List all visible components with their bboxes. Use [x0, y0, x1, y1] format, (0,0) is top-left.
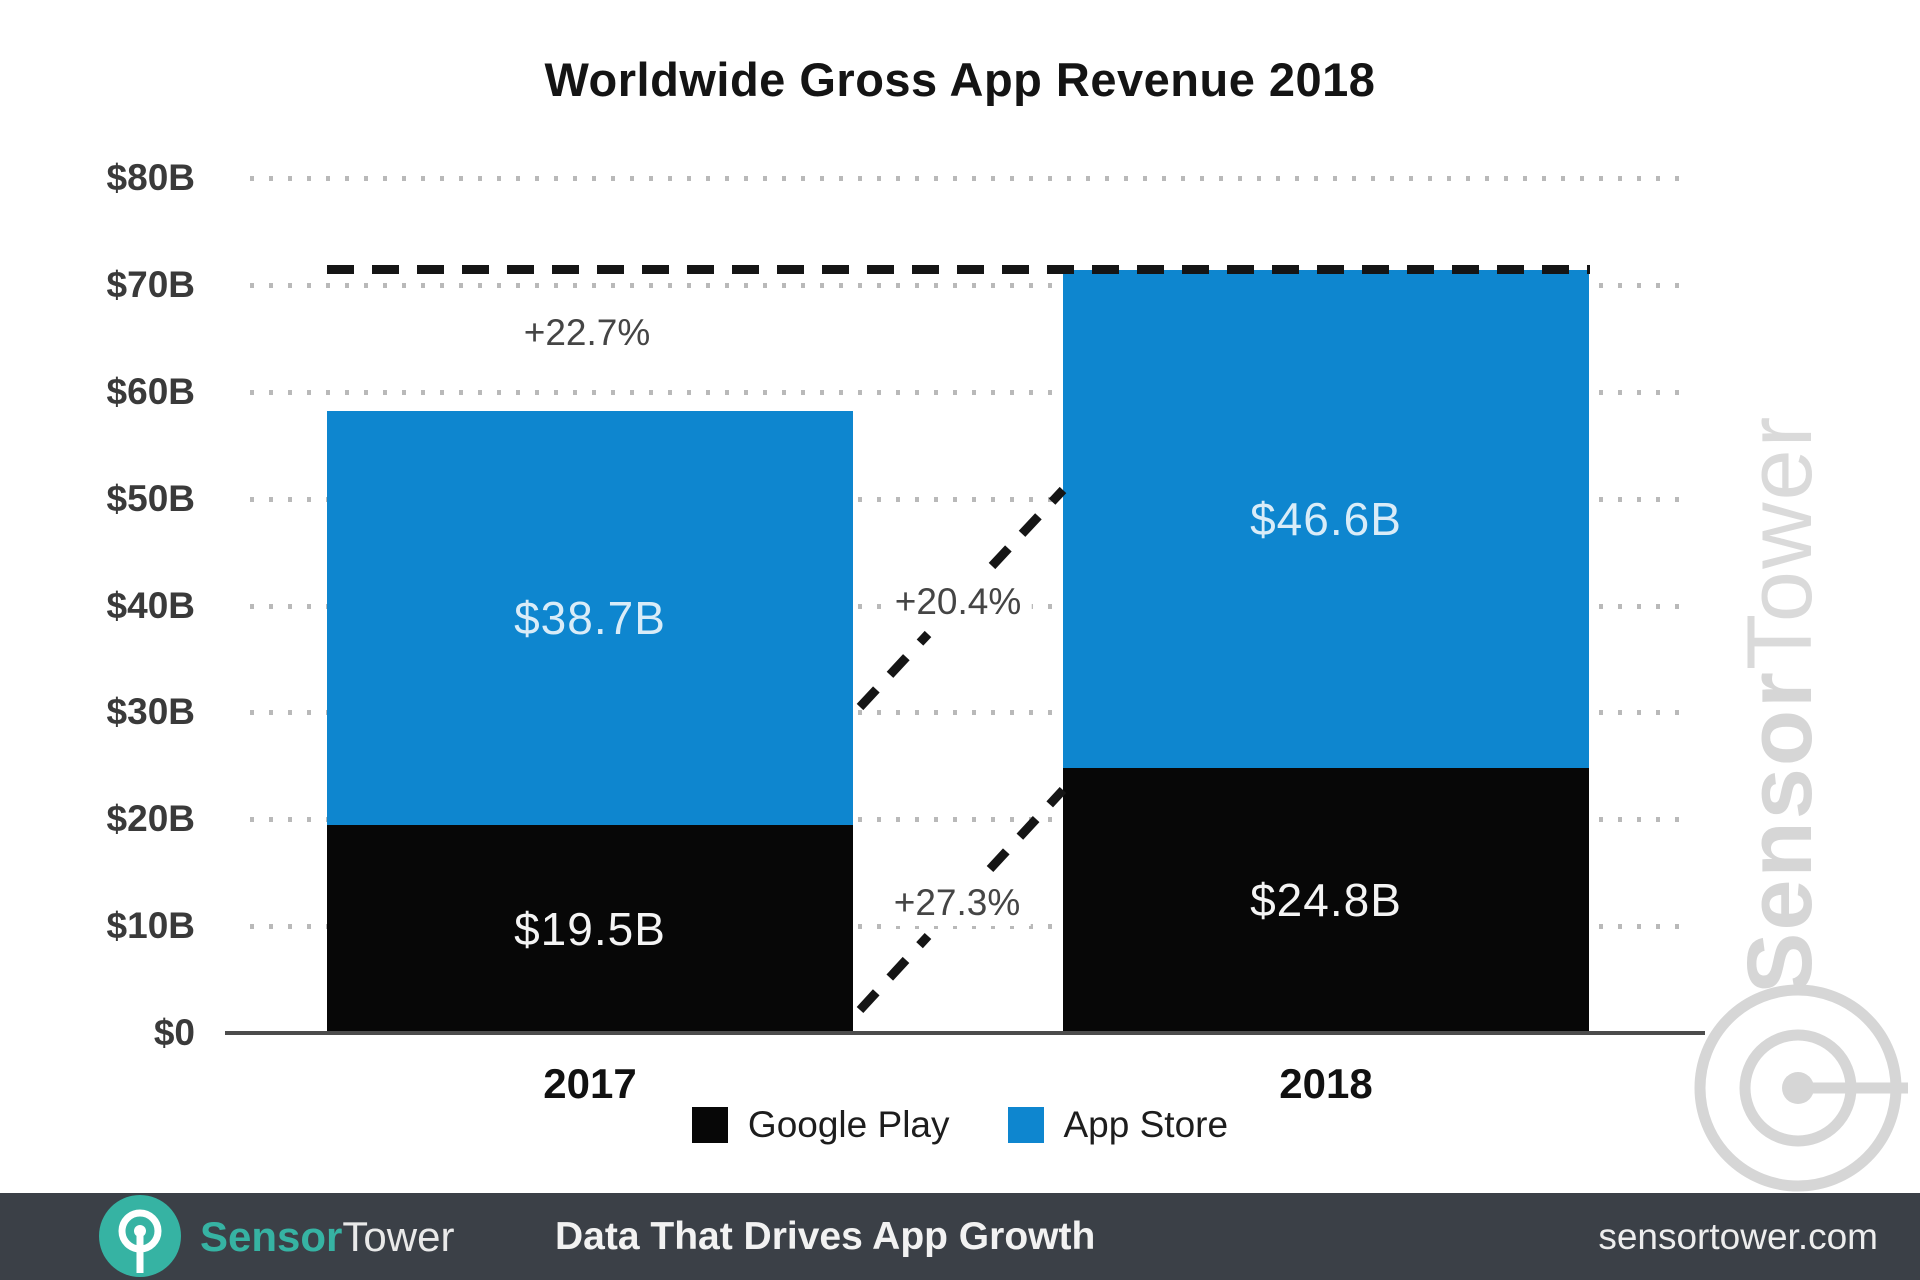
x-axis-label-2018: 2018 [1279, 1060, 1373, 1107]
growth-label-app-store: +20.4% [884, 579, 1032, 625]
legend-swatch-google-play [691, 1107, 728, 1143]
bar-segment-app-store-2018 [1063, 269, 1589, 768]
watermark-brand-light: Tower [1729, 414, 1831, 671]
gridline [250, 176, 1690, 181]
y-tick-label: $10B [106, 905, 195, 947]
watermark-text: SensorTower [1728, 272, 1868, 994]
legend-swatch-app-store [1007, 1107, 1044, 1143]
bar-segment-google-play-2018 [1063, 767, 1589, 1033]
footer-brand: SensorTower [200, 1193, 454, 1280]
chart-title: Worldwide Gross App Revenue 2018 [544, 53, 1376, 106]
gridline [250, 817, 1690, 823]
growth-label-total: +22.7% [513, 310, 661, 356]
y-tick-label: $0 [153, 1012, 195, 1053]
reference-dashed-line [327, 264, 1590, 274]
y-tick-label: $70B [106, 263, 195, 305]
growth-label-google-play: +27.3% [883, 880, 1031, 926]
bar-value-label: $38.7B [514, 591, 666, 644]
y-tick-label: $50B [106, 477, 195, 519]
bar-value-label: $46.6B [1250, 492, 1402, 545]
bar-segment-google-play-2017 [327, 824, 853, 1033]
sensortower-logo-icon [99, 1195, 181, 1277]
legend-label: Google Play [747, 1104, 950, 1145]
footer-website: sensortower.com [1598, 1216, 1878, 1257]
legend: Google Play App Store [0, 1104, 1920, 1146]
footer-brand-bold: Sensor [200, 1213, 343, 1260]
sensortower-watermark-logo-icon [1694, 984, 1908, 1192]
legend-item-google-play: Google Play [691, 1104, 950, 1146]
watermark-brand-bold: Sensor [1729, 670, 1831, 994]
legend-label: App Store [1063, 1104, 1229, 1145]
bar-value-label: $24.8B [1250, 874, 1402, 927]
gridline [250, 282, 1690, 288]
bar-segment-app-store-2017 [327, 410, 853, 825]
gridline [250, 389, 1690, 395]
y-tick-label: $80B [106, 157, 195, 198]
footer-logo-dot [134, 1225, 146, 1237]
y-tick-label: $30B [106, 691, 195, 733]
x-axis-label-2017: 2017 [543, 1060, 637, 1107]
y-tick-label: $20B [106, 798, 195, 840]
gridline [250, 496, 1690, 502]
y-tick-label: $60B [106, 370, 195, 412]
bar-value-label: $19.5B [514, 902, 666, 955]
footer-bar: SensorTower Data That Drives App Growth … [0, 1193, 1920, 1280]
x-axis-line [225, 1031, 1705, 1035]
gridline [250, 924, 1690, 930]
legend-item-app-store: App Store [1007, 1104, 1229, 1146]
y-tick-label: $40B [106, 584, 195, 626]
gridline [250, 710, 1690, 716]
footer-tagline: Data That Drives App Growth [555, 1215, 1096, 1258]
footer-brand-light: Tower [342, 1213, 455, 1260]
